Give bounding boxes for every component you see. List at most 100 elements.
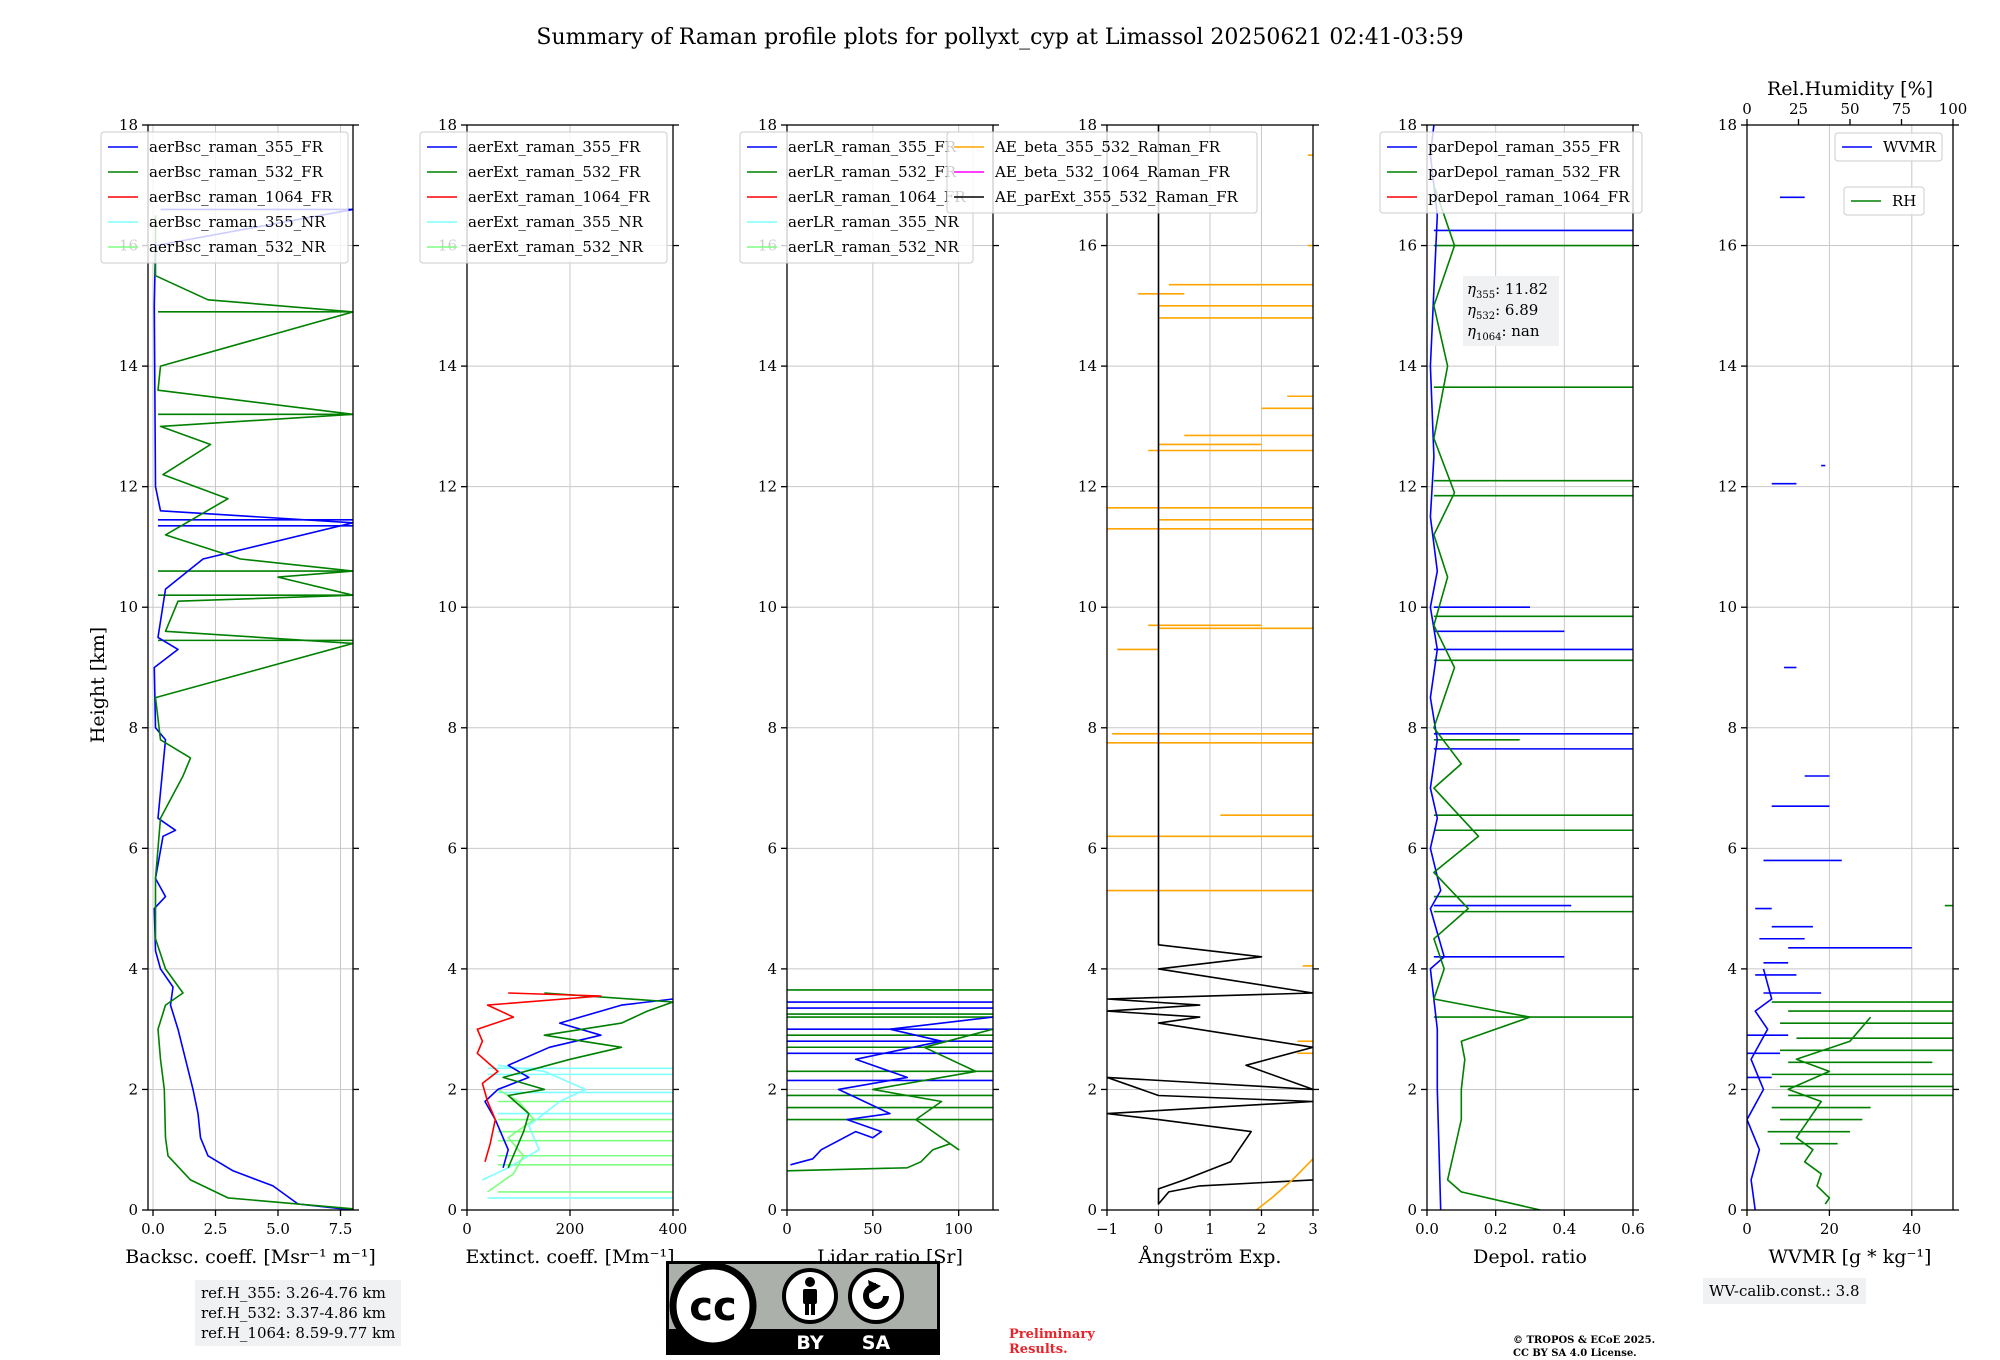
data-wv [1747, 196, 1953, 1210]
series-depol-0 [1429, 125, 1445, 1210]
badge-sa-label: SA [862, 1332, 891, 1354]
ytick-label-ae-8: 16 [1078, 237, 1097, 255]
copyright-line-2: CC BY SA 4.0 License. [1513, 1348, 1637, 1359]
series-ext-4 [476, 992, 602, 1163]
ytick-label-depol-6: 12 [1398, 478, 1417, 496]
legend-label-ae-1: AE_beta_532_1064_Raman_FR [994, 163, 1230, 181]
legend-label-bsc-2: aerBsc_raman_1064_FR [149, 188, 333, 206]
ytick-label-lr-7: 14 [758, 357, 777, 375]
ref-height-355: ref.H_355: 3.26-4.76 km [201, 1284, 386, 1302]
ytick-label-lr-4: 8 [767, 719, 777, 737]
xtick-label-depol-2: 0.4 [1552, 1220, 1576, 1238]
series-depol-1 [1433, 185, 1541, 1210]
x-axis-label-depol: Depol. ratio [1473, 1246, 1587, 1268]
legend-bsc: aerBsc_raman_355_FR aerBsc_raman_532_FRae… [100, 131, 349, 264]
eta-line-1: η532: 6.89 [1467, 301, 1538, 322]
ytick-label-lr-5: 10 [758, 598, 777, 616]
legend-label-lr-3: aerLR_raman_355_NR [788, 213, 959, 231]
data-bsc [153, 208, 353, 1210]
axes-frame-wv [1746, 124, 1954, 1211]
legend-box-wv-0 [1834, 132, 1943, 162]
series-bsc-1 [154, 215, 353, 1210]
legend-box-bsc [100, 131, 349, 264]
ytick-label-ext-0: 0 [447, 1201, 457, 1219]
panel-depol: 0 2 4 6 8 10 12 14 16 18 0.0 0.2 0.4 0.6 Depol. ratio p… [1379, 116, 1645, 1268]
xtick-label-ae-0: −1 [1096, 1220, 1118, 1238]
legend-label-lr-2: aerLR_raman_1064_FR [788, 188, 966, 206]
top-axis-label-wv: Rel.Humidity [%] [1767, 78, 1933, 100]
legend-label-ae-2: AE_parExt_355_532_Raman_FR [994, 188, 1239, 206]
data-lr [787, 989, 993, 1172]
ytick-label-ae-6: 12 [1078, 478, 1097, 496]
axes-frame-bsc [147, 124, 354, 1211]
legend-label-depol-0: parDepol_raman_355_FR [1428, 138, 1621, 156]
cc-by-sa-license-badge: cc BY SA [666, 1261, 940, 1355]
xtick-label-bsc-3: 7.5 [329, 1220, 353, 1238]
data-ext [476, 992, 673, 1199]
ytick-label-bsc-1: 2 [128, 1080, 138, 1098]
legend-item-wv-1: RH [1843, 186, 1925, 216]
ytick-label-depol-1: 2 [1407, 1080, 1417, 1098]
series-ae-1 [1255, 1158, 1313, 1210]
axes-frame-lr [786, 124, 994, 1211]
data-depol [1429, 125, 1633, 1210]
ytick-label-bsc-4: 8 [128, 719, 138, 737]
legend-label-wv-0: WVMR [1883, 138, 1937, 156]
xtick-label-depol-1: 0.2 [1484, 1220, 1508, 1238]
xtick-label-bsc-0: 0.0 [141, 1220, 165, 1238]
series-ext-0 [482, 1064, 587, 1181]
legend-label-ext-2: aerExt_raman_1064_FR [468, 188, 650, 206]
chart-title: Summary of Raman profile plots for polly… [536, 25, 1463, 50]
ytick-label-wv-3: 6 [1727, 839, 1737, 857]
ytick-label-bsc-5: 10 [119, 598, 138, 616]
ytick-label-wv-9: 18 [1718, 116, 1737, 134]
x-axis-label-ae: Ångström Exp. [1138, 1246, 1282, 1268]
eta-line-2: η1064: nan [1467, 322, 1540, 343]
xtick-label-ext-1: 200 [556, 1220, 585, 1238]
ytick-label-ext-5: 10 [438, 598, 457, 616]
ytick-label-ae-7: 14 [1078, 357, 1097, 375]
reference-height-box: ref.H_355: 3.26-4.76 km ref.H_532: 3.37-… [195, 1280, 402, 1346]
ytick-label-wv-6: 12 [1718, 478, 1737, 496]
legend-label-ae-0: AE_beta_355_532_Raman_FR [994, 138, 1221, 156]
legend-label-bsc-3: aerBsc_raman_355_NR [149, 213, 326, 231]
xtick-label-wv-0: 0 [1742, 1220, 1752, 1238]
xtick-label-ext-2: 400 [659, 1220, 688, 1238]
ytick-label-wv-0: 0 [1727, 1201, 1737, 1219]
copyright-note: © TROPOS & ECoE 2025. CC BY SA 4.0 Licen… [1513, 1334, 1655, 1360]
preliminary-line-1: Preliminary [1009, 1327, 1095, 1342]
legend-box-ae [946, 131, 1258, 214]
xtick-label-ae-1: 0 [1154, 1220, 1164, 1238]
top-xtick-label-wv-2: 50 [1840, 100, 1859, 118]
series-ext-1 [487, 1088, 535, 1193]
ytick-label-ae-9: 18 [1078, 116, 1097, 134]
legend-ext: aerExt_raman_355_FR aerExt_raman_532_FRae… [419, 131, 668, 264]
ytick-label-bsc-7: 14 [119, 357, 138, 375]
series-ext-3 [502, 992, 673, 1169]
ytick-label-wv-4: 8 [1727, 719, 1737, 737]
ytick-label-ae-5: 10 [1078, 598, 1097, 616]
badge-by-label: BY [796, 1332, 823, 1354]
xtick-label-ext-0: 0 [462, 1220, 472, 1238]
series-lr-1 [787, 1028, 993, 1172]
ytick-label-wv-2: 4 [1727, 960, 1737, 978]
legend-box-depol [1379, 131, 1643, 214]
ytick-label-depol-2: 4 [1407, 960, 1417, 978]
legend-lr: aerLR_raman_355_FR aerLR_raman_532_FR aerL… [739, 131, 974, 264]
ytick-label-depol-9: 18 [1398, 116, 1417, 134]
x-axis-label-ext: Extinct. coeff. [Mm⁻¹] [465, 1246, 674, 1268]
ytick-label-wv-5: 10 [1718, 598, 1737, 616]
axes-frame-depol [1426, 124, 1634, 1211]
eta-line-0: η355: 11.82 [1467, 280, 1548, 301]
eta-annotation-box [1463, 276, 1559, 346]
xtick-label-ae-3: 2 [1257, 1220, 1267, 1238]
wv-calibration-constant: WV-calib.const.: 3.8 [1709, 1282, 1860, 1300]
y-axis-label: Height [km] [87, 627, 109, 743]
legend-label-bsc-1: aerBsc_raman_532_FR [149, 163, 324, 181]
ytick-label-depol-5: 10 [1398, 598, 1417, 616]
xtick-label-lr-2: 100 [944, 1220, 973, 1238]
xtick-label-lr-0: 0 [782, 1220, 792, 1238]
legend-label-ext-1: aerExt_raman_532_FR [468, 163, 641, 181]
